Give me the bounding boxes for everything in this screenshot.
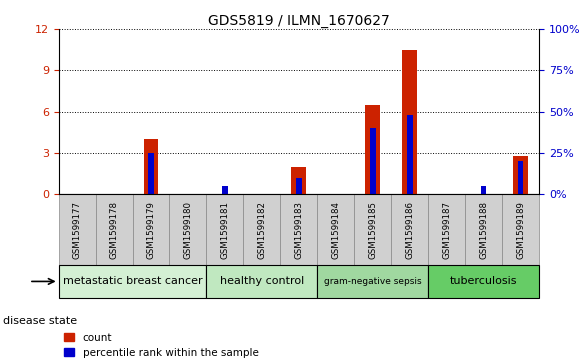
Bar <box>407 115 413 194</box>
Bar <box>403 50 417 194</box>
Bar <box>59 194 96 265</box>
Bar <box>148 153 154 194</box>
Bar <box>169 194 206 265</box>
Bar <box>291 167 306 194</box>
Title: GDS5819 / ILMN_1670627: GDS5819 / ILMN_1670627 <box>208 14 390 28</box>
Text: healthy control: healthy control <box>220 277 304 286</box>
Bar <box>280 194 318 265</box>
Bar <box>96 194 132 265</box>
Legend: count, percentile rank within the sample: count, percentile rank within the sample <box>64 333 258 358</box>
Text: GSM1599183: GSM1599183 <box>294 201 304 259</box>
Text: GSM1599185: GSM1599185 <box>368 201 377 259</box>
Text: GSM1599188: GSM1599188 <box>479 201 488 259</box>
Bar <box>206 265 318 298</box>
Bar <box>366 105 380 194</box>
Bar <box>59 265 206 298</box>
Bar <box>144 139 158 194</box>
Text: GSM1599179: GSM1599179 <box>146 201 155 259</box>
Bar <box>318 265 428 298</box>
Text: GSM1599177: GSM1599177 <box>73 201 81 259</box>
Text: GSM1599182: GSM1599182 <box>257 201 267 259</box>
Bar <box>518 161 523 194</box>
Bar <box>428 265 539 298</box>
Text: GSM1599178: GSM1599178 <box>110 201 118 259</box>
Bar <box>428 194 465 265</box>
Bar <box>318 194 355 265</box>
Bar <box>502 194 539 265</box>
Bar <box>206 194 243 265</box>
Text: tuberculosis: tuberculosis <box>450 277 517 286</box>
Text: GSM1599181: GSM1599181 <box>220 201 230 259</box>
Text: disease state: disease state <box>3 316 77 326</box>
Bar <box>243 194 280 265</box>
Bar <box>296 178 302 194</box>
Bar <box>370 128 376 194</box>
Text: GSM1599189: GSM1599189 <box>516 201 525 259</box>
Bar <box>222 186 228 194</box>
Bar <box>465 194 502 265</box>
Bar <box>481 186 486 194</box>
Bar <box>391 194 428 265</box>
Text: GSM1599187: GSM1599187 <box>442 201 451 259</box>
Text: GSM1599184: GSM1599184 <box>331 201 340 259</box>
Text: GSM1599180: GSM1599180 <box>183 201 192 259</box>
Bar <box>355 194 391 265</box>
Text: gram-negative sepsis: gram-negative sepsis <box>324 277 421 286</box>
Text: metastatic breast cancer: metastatic breast cancer <box>63 277 202 286</box>
Text: GSM1599186: GSM1599186 <box>406 201 414 259</box>
Bar <box>513 156 528 194</box>
Bar <box>132 194 169 265</box>
